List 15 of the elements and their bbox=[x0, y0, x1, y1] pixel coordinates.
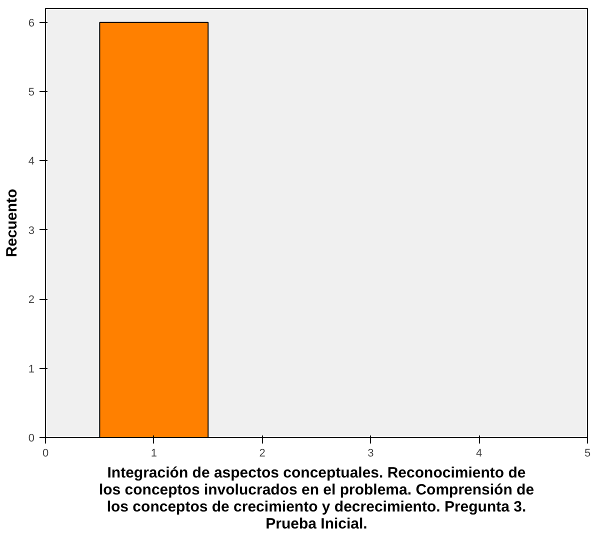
y-tick-label: 6 bbox=[28, 17, 35, 30]
y-axis-title: Recuento bbox=[3, 188, 20, 258]
y-tick-label: 4 bbox=[28, 156, 35, 168]
x-tick-label: 1 bbox=[150, 448, 157, 460]
x-tick-label: 0 bbox=[42, 448, 49, 460]
y-tick-label: 2 bbox=[28, 294, 35, 306]
y-tick-label: 5 bbox=[28, 86, 35, 99]
x-axis-title: Integración de aspectos conceptuales. Reconocimiento de los conceptos involucrados en el problema. Comprensión de los conceptos de crecimiento y decrecimiento. Pregunta 3. Prueba Inicial. bbox=[98, 464, 534, 532]
x-tick-label: 3 bbox=[368, 448, 374, 460]
y-tick-label: 3 bbox=[28, 224, 35, 237]
y-tick-label: 0 bbox=[28, 432, 35, 444]
y-tick-label: 1 bbox=[28, 363, 35, 376]
x-tick-label: 2 bbox=[259, 448, 266, 460]
x-tick-label: 4 bbox=[476, 448, 482, 460]
x-tick-label: 5 bbox=[584, 448, 591, 460]
